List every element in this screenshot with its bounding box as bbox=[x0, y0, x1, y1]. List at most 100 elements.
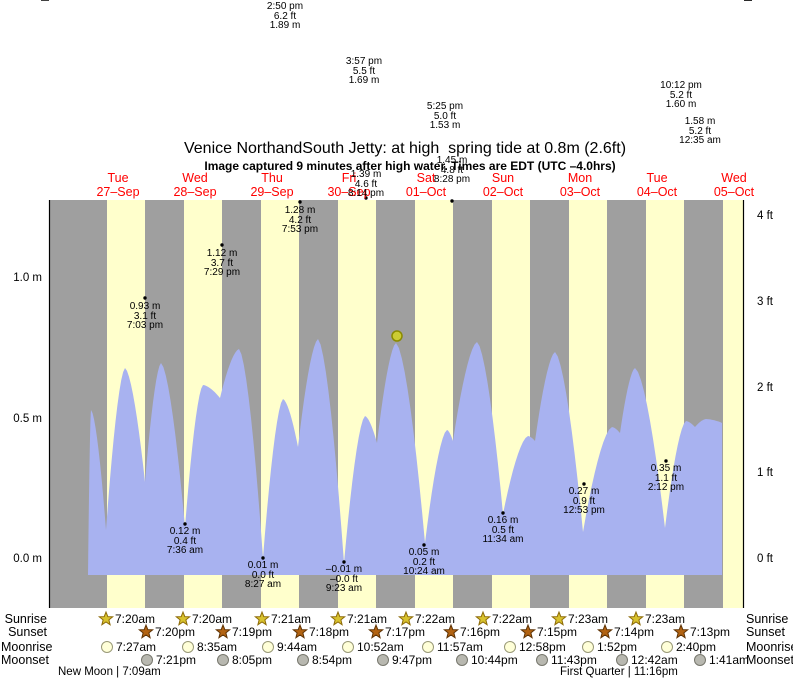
y-axis-left-label: 0.0 m bbox=[13, 553, 42, 565]
high-tide-annotation: 1.39 m 4.6 ft 8:14 pm bbox=[347, 169, 385, 200]
low-tide-annotation: 0.16 m 0.5 ft 11:34 am bbox=[482, 515, 524, 546]
high-tide-annotation: 1.28 m 4.2 ft 7:53 pm bbox=[281, 205, 319, 236]
moonset-icon bbox=[456, 654, 468, 666]
sunrise-star-icon bbox=[550, 610, 568, 626]
low-tide-marker-dot bbox=[183, 522, 187, 526]
sunset-star-icon bbox=[519, 623, 537, 639]
day-date-label: 28–Sep bbox=[173, 185, 217, 199]
sunset-star-icon bbox=[367, 623, 385, 639]
low-tide-annotation: 0.27 m 0.9 ft 12:53 pm bbox=[563, 486, 605, 517]
sunrise-star-icon bbox=[397, 610, 415, 626]
low-tide-marker-dot bbox=[422, 543, 426, 547]
day-date-label: 01–Oct bbox=[405, 185, 447, 199]
moonset-icon bbox=[217, 654, 229, 666]
sunrise-time: 7:22am bbox=[415, 612, 456, 626]
offscale-tide-annotation: 2:50 pm 6.2 ft 1.89 m bbox=[266, 1, 304, 32]
row-label-sunset-left: Sunset bbox=[8, 625, 47, 639]
moonrise-time: 11:57am bbox=[437, 640, 483, 654]
moonrise-time: 12:58pm bbox=[519, 640, 566, 654]
daylight-band bbox=[723, 200, 743, 608]
day-name-label: Mon bbox=[567, 171, 593, 185]
page-title: Venice NorthandSouth Jetty: at high spri… bbox=[183, 140, 627, 157]
moonrise-time: 2:40pm bbox=[676, 640, 717, 654]
sunrise-time: 7:21am bbox=[347, 612, 388, 626]
sunset-star-icon bbox=[291, 623, 309, 639]
moonset-time: 8:05pm bbox=[232, 653, 273, 667]
y-axis-right-label: 4 ft bbox=[757, 210, 773, 222]
sunset-star-icon bbox=[137, 623, 155, 639]
day-name-label: Sat bbox=[416, 171, 436, 185]
low-tide-annotation: 0.12 m 0.4 ft 7:36 am bbox=[166, 526, 204, 557]
moonset-icon bbox=[536, 654, 548, 666]
sunrise-star-icon bbox=[253, 610, 271, 626]
offscale-tide-annotation: 3:57 pm 5.5 ft 1.69 m bbox=[345, 56, 383, 87]
y-axis-right-label: 1 ft bbox=[757, 467, 773, 479]
moonset-icon bbox=[694, 654, 706, 666]
day-date-label: 27–Sep bbox=[96, 185, 140, 199]
moonrise-icon bbox=[101, 641, 113, 653]
moonset-time: 12:42am bbox=[631, 653, 678, 667]
day-name-label: Fri bbox=[341, 171, 357, 185]
day-date-label: 29–Sep bbox=[250, 185, 294, 199]
tide-water-area bbox=[88, 339, 722, 575]
moonrise-time: 7:27am bbox=[116, 640, 157, 654]
moon-phase-first-quarter: First Quarter | 11:16pm bbox=[560, 666, 678, 678]
high-tide-annotation: 1.45 m 4.8 ft 8:28 pm bbox=[433, 155, 471, 186]
row-label-sunrise-left: Sunrise bbox=[4, 612, 47, 626]
moonset-icon bbox=[616, 654, 628, 666]
moonrise-icon bbox=[342, 641, 354, 653]
moonrise-icon bbox=[661, 641, 673, 653]
sunrise-star-icon bbox=[97, 610, 115, 626]
sunrise-time: 7:21am bbox=[271, 612, 312, 626]
row-label-sunset-right: Sunset bbox=[746, 625, 785, 639]
row-label-moonset-right: Moonset bbox=[746, 653, 793, 667]
sunset-time: 7:19pm bbox=[232, 625, 273, 639]
high-tide-marker-dot bbox=[220, 243, 224, 247]
high-tide-annotation: 1.12 m 3.7 ft 7:29 pm bbox=[203, 248, 241, 279]
moonrise-time: 8:35am bbox=[197, 640, 238, 654]
page-subtitle: Image captured 9 minutes after high wate… bbox=[204, 159, 616, 173]
offscale-tide-annotation: 1.58 m 5.2 ft 12:35 am bbox=[679, 116, 721, 147]
low-tide-marker-dot bbox=[664, 459, 668, 463]
row-label-sunrise-right: Sunrise bbox=[746, 612, 789, 626]
sunset-star-icon bbox=[442, 623, 460, 639]
sunset-time: 7:17pm bbox=[385, 625, 426, 639]
sunset-time: 7:16pm bbox=[460, 625, 501, 639]
sunrise-time: 7:22am bbox=[492, 612, 533, 626]
low-tide-annotation: –0.01 m –0.0 ft 9:23 am bbox=[325, 564, 363, 595]
moonset-icon bbox=[141, 654, 153, 666]
low-tide-marker-dot bbox=[582, 482, 586, 486]
day-name-label: Wed bbox=[721, 171, 747, 185]
sunrise-star-icon bbox=[474, 610, 492, 626]
moonrise-icon bbox=[582, 641, 594, 653]
moonrise-icon bbox=[262, 641, 274, 653]
sunset-star-icon bbox=[214, 623, 232, 639]
y-axis-left-label: 1.0 m bbox=[13, 272, 42, 284]
high-tide-marker-dot bbox=[364, 196, 368, 200]
offscale-tide-annotation: 10:12 pm 5.2 ft 1.60 m bbox=[660, 80, 702, 111]
moonset-time: 7:21pm bbox=[156, 653, 197, 667]
day-date-label: 05–Oct bbox=[713, 185, 755, 199]
high-tide-annotation: 0.93 m 3.1 ft 7:03 pm bbox=[126, 301, 164, 332]
moonrise-time: 10:52am bbox=[357, 640, 404, 654]
day-date-label: 30–Sep bbox=[327, 185, 371, 199]
day-name-label: Thu bbox=[261, 171, 283, 185]
high-tide-marker-dot bbox=[143, 296, 147, 300]
row-label-moonset-left: Moonset bbox=[1, 653, 49, 667]
y-axis-right-label: 0 ft bbox=[757, 553, 773, 565]
y-axis-right-label: 2 ft bbox=[757, 382, 773, 394]
moonset-time: 10:44pm bbox=[471, 653, 518, 667]
sunrise-star-icon bbox=[174, 610, 192, 626]
low-tide-annotation: 0.35 m 1.1 ft 2:12 pm bbox=[647, 463, 685, 494]
y-axis-right-label: 3 ft bbox=[757, 296, 773, 308]
moonrise-time: 9:44am bbox=[277, 640, 318, 654]
current-time-marker bbox=[391, 330, 403, 342]
day-name-label: Sun bbox=[491, 171, 515, 185]
day-date-label: 02–Oct bbox=[482, 185, 524, 199]
high-tide-marker-dot bbox=[298, 200, 302, 204]
sunrise-star-icon bbox=[329, 610, 347, 626]
low-tide-marker-dot bbox=[261, 556, 265, 560]
day-date-label: 03–Oct bbox=[559, 185, 601, 199]
